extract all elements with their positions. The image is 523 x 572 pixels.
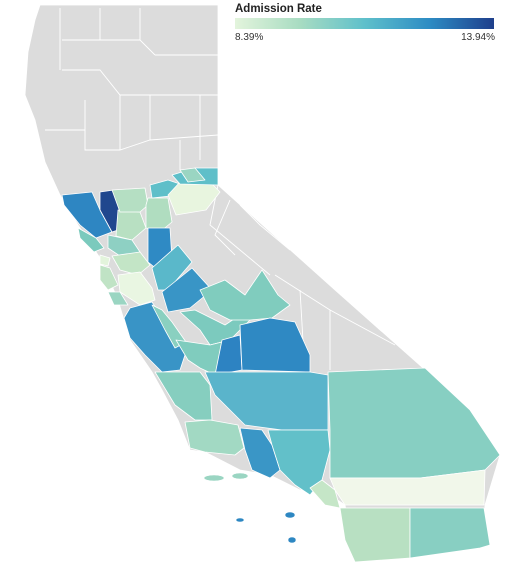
san-mateo-county[interactable] [99,264,119,291]
santa-cruz-island[interactable] [203,474,225,482]
san-clemente-island[interactable] [287,536,297,544]
marin-county[interactable] [77,227,105,253]
islands [203,472,297,544]
riverside-county[interactable] [329,469,486,506]
san-diego-county[interactable] [339,507,411,563]
legend-gradient-bar [235,18,494,29]
san-luis-obispo-county[interactable] [154,371,213,421]
legend-max-label: 13.94% [461,32,495,43]
los-angeles-county[interactable] [267,429,331,496]
santa-catalina-island[interactable] [284,511,296,519]
mariposa-county[interactable] [199,269,291,321]
color-legend: Admission Rate 8.39% 13.94% [235,3,495,46]
stanislaus-county[interactable] [151,244,193,291]
mono-county[interactable] [179,167,206,183]
san-bernardino-county[interactable] [327,367,501,479]
legend-min-label: 8.39% [235,32,264,43]
santa-barbara-county[interactable] [184,419,245,456]
orange-county[interactable] [309,479,341,509]
sonoma-county[interactable] [61,191,113,239]
santa-cruz-county[interactable] [107,291,129,306]
san-francisco-county[interactable] [99,254,111,267]
imperial-county[interactable] [409,507,491,559]
yolo-county[interactable] [111,187,149,213]
ventura-county[interactable] [239,427,281,479]
legend-labels: 8.39% 13.94% [235,32,495,46]
no-data-county-borders [45,8,396,376]
legend-title: Admission Rate [235,3,322,15]
santa-rosa-island[interactable] [231,472,249,480]
merced-county[interactable] [161,267,213,313]
alameda-county[interactable] [111,251,151,276]
colored-counties [61,167,501,563]
san-nicolas-island[interactable] [235,517,245,523]
